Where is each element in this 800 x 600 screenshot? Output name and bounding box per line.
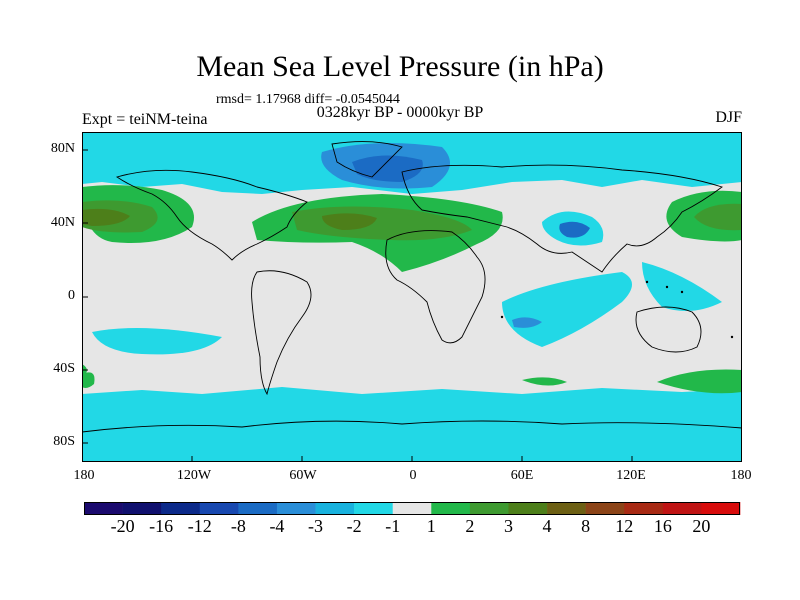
north-america-coast xyxy=(115,169,308,261)
arctic-deep-blue-region xyxy=(352,155,423,182)
cbar-label: -16 xyxy=(149,516,174,536)
lon-label-180e: 180 xyxy=(730,468,752,483)
island-dot xyxy=(730,335,734,339)
cbar-label: -3 xyxy=(308,516,324,536)
south-america-green-spot xyxy=(82,372,95,388)
experiment-label: Expt = teiNM-teina xyxy=(82,111,208,128)
cbar-label: -2 xyxy=(346,516,362,536)
colorbar-cell xyxy=(585,502,625,515)
antarctica-coast xyxy=(82,420,742,433)
indian-ocean-blue-spot xyxy=(512,317,542,328)
colorbar-frame xyxy=(84,502,740,515)
lat-label-40n: 40N xyxy=(50,215,75,230)
lon-label-120e: 120E xyxy=(616,468,646,483)
cbar-label: 8 xyxy=(581,516,591,536)
colorbar-cell xyxy=(161,502,201,515)
colorbar-cell xyxy=(392,502,432,515)
islands xyxy=(500,280,734,339)
colorbar-cell xyxy=(199,502,239,515)
coastlines xyxy=(82,141,742,433)
lat-label-40s: 40S xyxy=(53,361,75,376)
colorbar-cell xyxy=(276,502,316,515)
indian-ocean-cyan-region xyxy=(502,272,632,347)
cbar-label: 16 xyxy=(653,516,672,536)
map-title: Mean Sea Level Pressure (in hPa) xyxy=(196,50,604,83)
season-label: DJF xyxy=(715,109,742,126)
map-panel xyxy=(82,132,742,462)
south-pacific-cyan-region xyxy=(92,328,222,355)
colorbar-cell xyxy=(315,502,355,515)
colorbar-cell xyxy=(238,502,278,515)
cbar-label: 1 xyxy=(426,516,436,536)
stats-text: rmsd= 1.17968 diff= -0.0545044 xyxy=(216,92,400,107)
lon-label-120w: 120W xyxy=(176,468,212,483)
cbar-label: 3 xyxy=(503,516,513,536)
island-dot xyxy=(665,285,669,289)
lon-label-60e: 60E xyxy=(510,468,534,483)
cbar-label: 2 xyxy=(465,516,475,536)
colorbar-cell xyxy=(431,502,471,515)
period-label: 0328kyr BP - 0000kyr BP xyxy=(316,104,484,121)
lat-label-80s: 80S xyxy=(53,434,75,449)
lon-label-0: 0 xyxy=(409,468,417,483)
north-pacific-dark-core xyxy=(82,208,130,226)
lat-label-80n: 80N xyxy=(50,141,75,156)
atlantic-dark-core xyxy=(322,213,377,230)
north-pacific-olive-core-east xyxy=(694,203,742,231)
axis-ticks xyxy=(82,149,633,462)
africa-coast xyxy=(385,230,486,344)
cbar-label: -12 xyxy=(187,516,212,536)
west-pacific-cyan-region xyxy=(642,262,722,311)
lat-label-eq: 0 xyxy=(68,288,75,303)
colorbar-cell xyxy=(701,502,741,515)
tibet-blue-spot xyxy=(559,221,590,238)
colorbar-cell xyxy=(122,502,162,515)
lon-label-60w: 60W xyxy=(289,468,317,483)
colorbar-cell xyxy=(662,502,702,515)
south-indian-green-spot xyxy=(522,377,567,386)
lon-label-180w: 180 xyxy=(73,468,95,483)
antarctic-cyan-region xyxy=(82,387,742,462)
colorbar-cell xyxy=(354,502,394,515)
colorbar-cell xyxy=(508,502,548,515)
cbar-label: -8 xyxy=(230,516,246,536)
cbar-label: 20 xyxy=(692,516,711,536)
greenland-coast xyxy=(331,141,403,178)
colorbar-cell xyxy=(469,502,509,515)
island-dot xyxy=(680,290,684,294)
australia-coast xyxy=(635,306,702,353)
colorbar-cell xyxy=(84,502,123,515)
island-dot xyxy=(645,280,649,284)
cbar-label: -1 xyxy=(385,516,401,536)
europe-asia-coast xyxy=(401,164,723,273)
cbar-label: -20 xyxy=(110,516,135,536)
colorbar xyxy=(84,502,741,515)
cbar-label: 4 xyxy=(542,516,552,536)
cbar-label: 12 xyxy=(615,516,634,536)
south-america-coast xyxy=(251,270,312,396)
cbar-label: -4 xyxy=(269,516,285,536)
colorbar-cell xyxy=(624,502,664,515)
island-dot xyxy=(500,315,504,319)
colorbar-cell xyxy=(547,502,586,515)
